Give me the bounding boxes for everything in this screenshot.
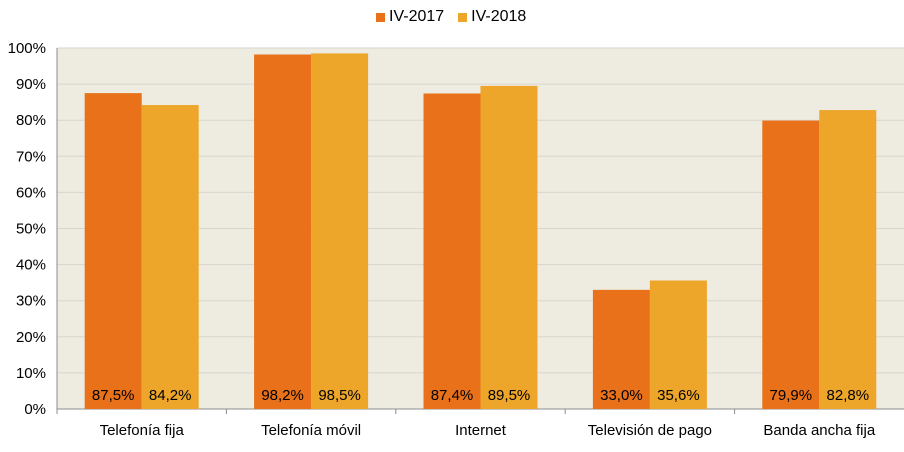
bar-series-0-4: [762, 120, 820, 409]
bar-series-0-3: [592, 289, 650, 409]
legend: IV-2017 IV-2018: [368, 4, 535, 30]
y-tick-label: 90%: [16, 76, 46, 93]
y-tick-label: 30%: [16, 293, 46, 310]
bar-series-1-2: [480, 85, 538, 409]
x-tick-label: Internet: [455, 422, 507, 439]
y-tick-label: 0%: [24, 401, 46, 418]
bar-series-0-2: [423, 93, 481, 410]
data-label-series-0-4: 79,9%: [770, 387, 813, 404]
data-label-series-1-2: 89,5%: [488, 387, 531, 404]
data-label-series-0-0: 87,5%: [92, 387, 135, 404]
y-tick-label: 70%: [16, 148, 46, 165]
y-tick-label: 100%: [8, 40, 46, 57]
bar-series-0-1: [254, 54, 312, 410]
data-label-series-1-0: 84,2%: [149, 387, 192, 404]
bar-series-1-3: [649, 280, 707, 409]
legend-item-series-1: IV-2018: [458, 8, 526, 26]
data-label-series-1-1: 98,5%: [318, 387, 361, 404]
legend-swatch-series-0: [376, 12, 385, 22]
x-tick-label: Televisión de pago: [588, 422, 712, 439]
data-label-series-1-4: 82,8%: [827, 387, 870, 404]
bar-series-1-0: [141, 105, 199, 410]
legend-item-series-0: IV-2017: [376, 8, 444, 26]
x-tick-label: Banda ancha fija: [763, 422, 875, 439]
y-tick-label: 20%: [16, 329, 46, 346]
y-tick-label: 60%: [16, 184, 46, 201]
x-tick-label: Telefonía móvil: [261, 422, 361, 439]
y-tick-label: 40%: [16, 257, 46, 274]
data-label-series-0-2: 87,4%: [431, 387, 474, 404]
legend-label-series-1: IV-2018: [471, 8, 527, 25]
y-tick-label: 50%: [16, 221, 46, 238]
y-tick-label: 80%: [16, 112, 46, 129]
data-label-series-0-1: 98,2%: [261, 387, 304, 404]
legend-swatch-series-1: [458, 12, 468, 22]
y-tick-label: 10%: [16, 365, 46, 382]
x-tick-label: Telefonía fija: [100, 422, 185, 439]
bar-series-0-0: [84, 93, 142, 409]
data-label-series-0-3: 33,0%: [600, 387, 643, 404]
legend-label-series-0: IV-2017: [389, 8, 445, 25]
bar-series-1-4: [819, 110, 877, 409]
bar-series-1-1: [311, 53, 369, 409]
data-label-series-1-3: 35,6%: [657, 387, 700, 404]
